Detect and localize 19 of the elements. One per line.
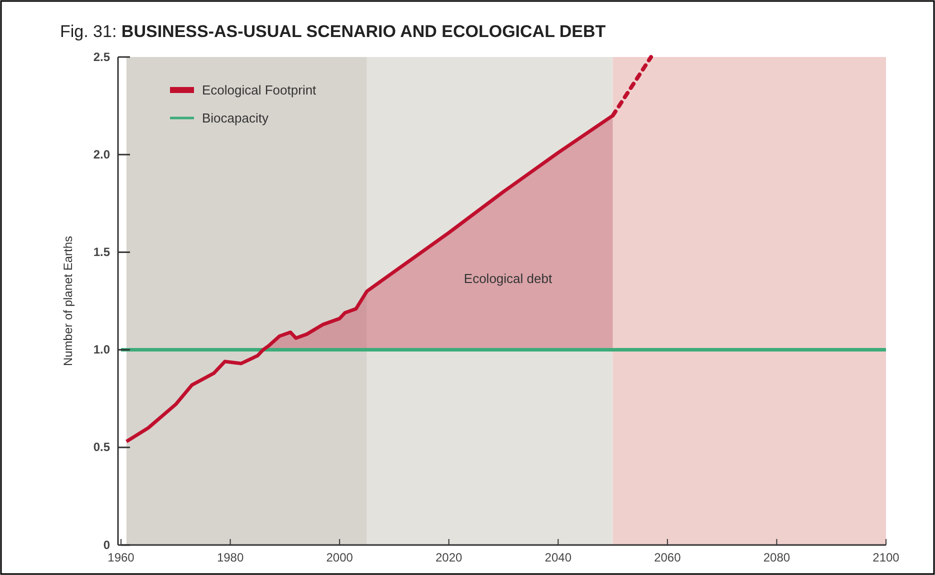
x-tick-label: 1960 (108, 550, 135, 565)
chart-title: Fig. 31: BUSINESS-AS-USUAL SCENARIO AND ECOLOGICAL DEBT (60, 22, 606, 41)
x-tick-label: 1980 (216, 550, 244, 565)
y-tick-label: 2.5 (93, 50, 110, 64)
y-tick-label: 0 (103, 538, 110, 552)
x-tick-label: 2040 (544, 550, 572, 565)
y-tick-label: 2.0 (93, 147, 110, 162)
x-tick-label: 2000 (326, 550, 354, 565)
x-tick-label: 2020 (436, 550, 463, 565)
legend-label: Biocapacity (202, 110, 269, 126)
y-axis-title: Number of planet Earths (61, 236, 75, 366)
y-tick-label: 1.5 (93, 245, 110, 260)
x-tick-label: 2060 (654, 550, 682, 565)
x-tick-label: 2080 (763, 550, 790, 565)
x-tick-label: 2100 (872, 550, 900, 565)
legend-label: Ecological Footprint (202, 82, 317, 98)
annotation: Ecological debt (464, 271, 552, 286)
y-tick-label: 1.0 (93, 342, 110, 357)
y-tick-label: 0.5 (93, 440, 110, 454)
